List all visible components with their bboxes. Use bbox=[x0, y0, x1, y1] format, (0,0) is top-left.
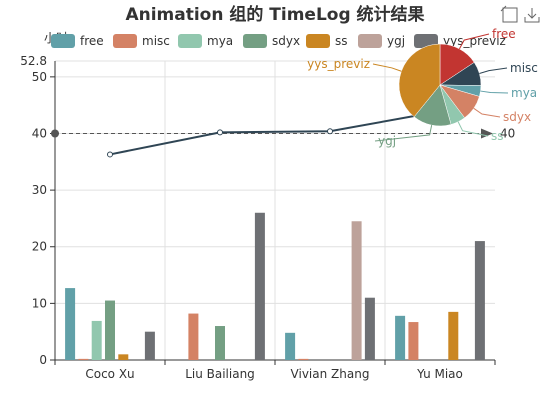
pie-label-line bbox=[372, 63, 402, 72]
pie-label-line bbox=[457, 121, 489, 137]
mark-line: 40 bbox=[51, 126, 515, 140]
pie-label-line bbox=[473, 107, 501, 118]
pie-label-mya: mya bbox=[511, 86, 537, 100]
bar-ss bbox=[118, 354, 129, 360]
legend-label-free: free bbox=[80, 34, 104, 48]
save-image-icon[interactable] bbox=[524, 8, 540, 23]
pie-label-sdyx: sdyx bbox=[503, 110, 531, 124]
pie-slice-yys_previz bbox=[398, 43, 441, 118]
bar-ss bbox=[448, 311, 459, 360]
legend-swatch-sdyx bbox=[243, 34, 267, 48]
legend-swatch-misc bbox=[113, 34, 137, 48]
pie-label-ss: ss bbox=[491, 129, 504, 143]
pie-label-line bbox=[458, 33, 490, 50]
bar-misc bbox=[188, 313, 199, 360]
legend-swatch-free bbox=[51, 34, 75, 48]
legend-label-ygj: ygj bbox=[387, 34, 405, 48]
bar-mya bbox=[91, 320, 102, 360]
pie-label-line bbox=[374, 125, 433, 142]
pie-label-misc: misc bbox=[510, 61, 538, 75]
y-axis: 0 10 20 30 40 50 52.8 bbox=[20, 54, 56, 367]
bar-ygj bbox=[351, 221, 362, 360]
legend-label-ss: ss bbox=[335, 34, 348, 48]
legend-label-mya: mya bbox=[207, 34, 233, 48]
mark-line-start bbox=[51, 129, 59, 138]
line-point bbox=[327, 128, 333, 135]
bar-free bbox=[65, 288, 76, 360]
x-axis: Coco Xu Liu Bailiang Vivian Zhang Yu Miao bbox=[54, 359, 496, 381]
pie-label-ygj: ygj bbox=[378, 134, 396, 148]
mark-line-arrow bbox=[481, 128, 493, 139]
bar-misc bbox=[78, 358, 89, 360]
legend: free misc mya sdyx ss ygj yys_previz bbox=[51, 34, 506, 48]
x-tick-label: Coco Xu bbox=[85, 367, 134, 381]
pie-label-free: free bbox=[492, 27, 516, 41]
line-path bbox=[109, 110, 441, 156]
bar-sdyx bbox=[215, 326, 225, 360]
legend-swatch-mya bbox=[178, 34, 202, 48]
legend-swatch-ss bbox=[306, 34, 330, 48]
mark-line-label: 40 bbox=[500, 126, 515, 140]
y-tick-label: 50 bbox=[32, 70, 47, 84]
bar-yys_previz bbox=[144, 331, 155, 360]
legend-label-misc: misc bbox=[142, 34, 170, 48]
y-tick-label: 40 bbox=[32, 126, 47, 140]
pie-chart: free misc mya sdyx ss ygj yys_previz bbox=[307, 27, 538, 148]
y-tick-label: 0 bbox=[39, 353, 47, 367]
y-max-label: 52.8 bbox=[20, 54, 47, 68]
bar-yys_previz bbox=[364, 297, 375, 360]
legend-swatch-ygj bbox=[358, 34, 382, 48]
y-tick-label: 20 bbox=[32, 240, 47, 254]
pie-label-yys_previz: yys_previz bbox=[307, 57, 370, 71]
bar-free bbox=[285, 332, 296, 360]
x-tick-label: Vivian Zhang bbox=[291, 367, 370, 381]
pie-label-line bbox=[480, 90, 509, 94]
bar-yys_previz bbox=[254, 212, 265, 360]
x-tick-label: Liu Bailiang bbox=[185, 367, 255, 381]
legend-label-yys_previz: yys_previz bbox=[443, 34, 506, 48]
y-tick-label: 30 bbox=[32, 183, 47, 197]
bar-series bbox=[65, 212, 485, 360]
bar-sdyx bbox=[105, 300, 115, 360]
y-tick-label: 10 bbox=[32, 296, 47, 310]
line-point bbox=[107, 151, 113, 158]
legend-label-sdyx: sdyx bbox=[272, 34, 300, 48]
bar-misc bbox=[408, 322, 419, 360]
restore-icon[interactable] bbox=[500, 5, 518, 23]
bar-misc bbox=[298, 358, 309, 360]
line-point bbox=[217, 129, 223, 136]
bar-free bbox=[395, 315, 406, 360]
x-tick-label: Yu Miao bbox=[416, 367, 463, 381]
pie-label-line bbox=[479, 67, 508, 74]
chart-title: Animation 组的 TimeLog 统计结果 bbox=[125, 4, 424, 25]
bar-yys_previz bbox=[474, 241, 485, 360]
